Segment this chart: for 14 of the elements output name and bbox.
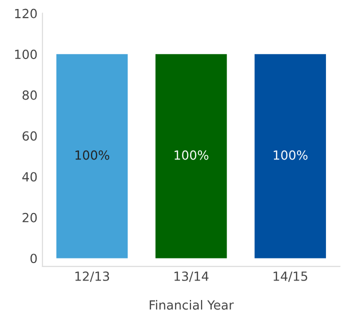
data-label: 100%: [76, 150, 110, 160]
x-tick-label: 12/13: [75, 271, 110, 282]
y-tick-label: 0: [30, 254, 37, 264]
x-tick-label: 13/14: [174, 271, 208, 282]
data-label: 100%: [174, 150, 208, 160]
y-tick-label: 20: [22, 212, 37, 222]
x-axis-title: Financial Year: [150, 300, 234, 310]
y-tick-label: 120: [15, 8, 37, 18]
x-tick-label: 14/15: [274, 272, 308, 282]
y-tick-label: 60: [22, 131, 37, 141]
y-tick-label: 80: [22, 90, 37, 100]
y-tick-label: 100: [15, 50, 37, 60]
y-tick-label: 40: [22, 172, 37, 182]
data-label: 100%: [274, 150, 308, 160]
